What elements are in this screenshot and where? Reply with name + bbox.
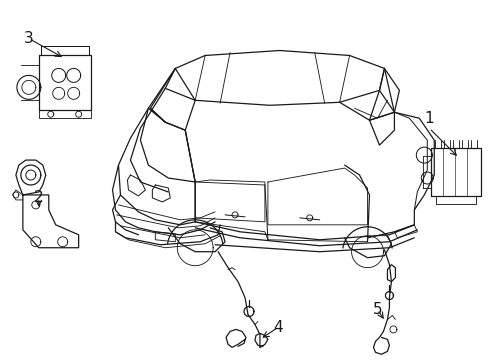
Text: 5: 5 [372, 302, 382, 317]
Text: 1: 1 [424, 111, 433, 126]
Text: 4: 4 [272, 320, 282, 335]
Text: 2: 2 [34, 190, 43, 206]
Text: 3: 3 [24, 31, 34, 46]
